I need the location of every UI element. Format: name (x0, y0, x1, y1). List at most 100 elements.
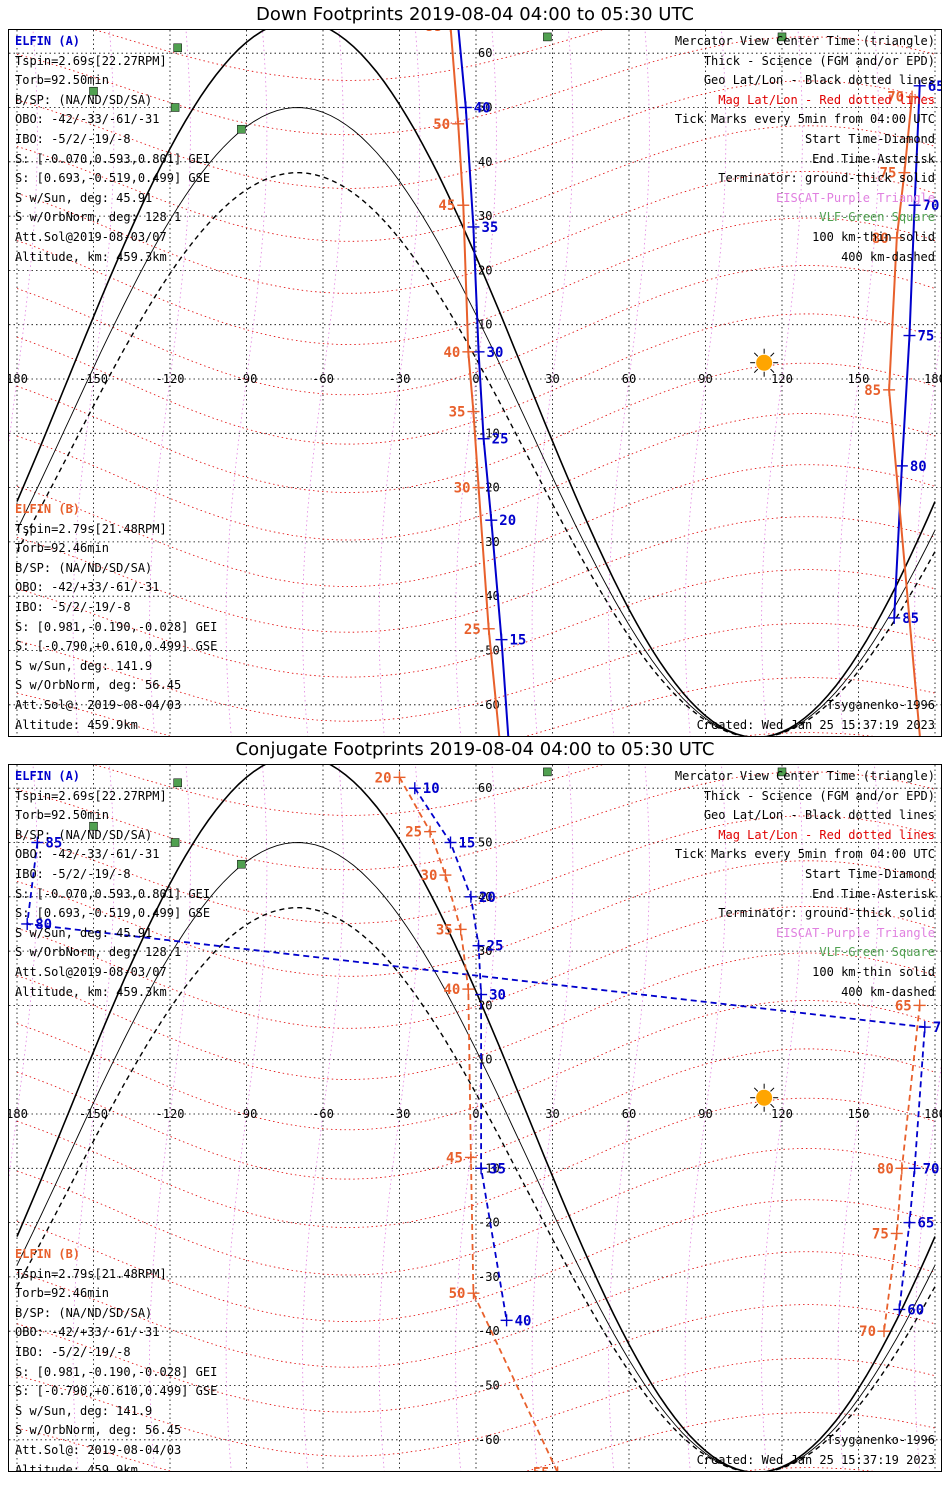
tick-label: 80 (877, 1161, 894, 1177)
mag-lon-line (761, 765, 803, 1471)
legend-item: 400 km-dashed (841, 984, 935, 999)
legend-item: Mag Lat/Lon - Red dotted lines (718, 827, 935, 842)
lat-tick-label: -20 (478, 1216, 500, 1230)
legend-item: Terminator: ground-thick solid (718, 171, 935, 186)
sun-icon (750, 348, 779, 377)
elfin-a-line: Torb=92.50min (15, 808, 109, 823)
mag-lat-line (16, 815, 936, 924)
tick-label: 55 (533, 1465, 550, 1472)
down-footprints-title: Down Footprints 2019-08-04 04:00 to 05:3… (256, 4, 694, 25)
vlf-square-icon (237, 124, 246, 134)
elfin-a-line: Tspin=2.69s[22.27RPM] (15, 788, 167, 803)
lat-tick-label: 10 (478, 318, 492, 332)
tick-label: 30 (487, 345, 504, 361)
down-footprints-map: 180-150-120-90-60-300306090120150180-70-… (8, 29, 942, 737)
footer-right: Tsyganenko-1996 Created: Wed Jan 25 15:3… (697, 696, 935, 735)
tick-label: 85 (45, 836, 62, 852)
elfin-b-trace: 55504540353025207075808510 (426, 30, 921, 736)
elfin-a-line: Altitude, km: 459.3km (15, 249, 167, 264)
terminator (16, 765, 936, 1471)
lon-tick-label: 180 (9, 372, 28, 386)
created-timestamp: Created: Wed Jan 25 15:37:19 2023 (696, 717, 935, 732)
tick-label: 70 (859, 1324, 876, 1340)
lat-tick-label: -60 (478, 1433, 500, 1447)
elfin-b-line: Att.Sol@: 2019-08-04/03 (15, 697, 182, 712)
mag-lat-line (16, 1048, 936, 1180)
mag-lon-line (914, 1064, 941, 1471)
elfin-a-line: S: [-0.070,0.593,0.801] GEI (15, 886, 211, 901)
elfin-a-line: S w/Sun, deg: 45.91 (15, 925, 153, 940)
mag-lat-line (16, 677, 936, 736)
terminator-100km (16, 842, 936, 1471)
sun-ray (770, 1103, 775, 1108)
terminator (16, 30, 936, 736)
elfin-a-line: S: [0.693,-0.519,0.499] GSE (15, 906, 211, 921)
legend-item: 400 km-dashed (841, 249, 935, 264)
lon-tick-label: -60 (312, 372, 334, 386)
tick-label: 35 (449, 405, 466, 421)
conjugate-footprints-title: Conjugate Footprints 2019-08-04 04:00 to… (235, 739, 715, 760)
tick-label: 85 (864, 383, 881, 399)
elfin-b-line: Altitude: 459.9km (15, 1462, 138, 1472)
elfin-b-line: Torb=92.46min (15, 541, 109, 556)
vlf-square-icon (89, 86, 98, 96)
tick-label: 65 (928, 79, 942, 95)
tick-label: 75 (880, 166, 897, 182)
terminator-400km (16, 171, 936, 736)
sun-ray (753, 1087, 759, 1092)
tick-label: 10 (423, 781, 440, 797)
mag-lon-line (455, 30, 497, 736)
legend-item: 100 km-thin solid (812, 964, 935, 979)
tick-label: 30 (421, 868, 438, 884)
elfin-b-name: ELFIN (B) (15, 1247, 81, 1261)
mag-lon-line (149, 30, 191, 736)
terminator-ground (16, 30, 936, 736)
conjugate-footprints-map: 180-150-120-90-60-300306090120150180-70-… (8, 764, 942, 1472)
legend-item: Mercator View Center Time (triangle) (674, 34, 935, 48)
mag-lon-line (914, 329, 941, 736)
tick-label: 70 (923, 198, 940, 214)
mag-lat-line (16, 80, 936, 189)
down-footprints-plot: 180-150-120-90-60-300306090120150180-70-… (9, 30, 942, 736)
mag-lon-line (684, 30, 727, 736)
elfin-b-name: ELFIN (B) (15, 502, 81, 516)
legend-block: Mercator View Center Time (triangle) Thi… (675, 32, 935, 267)
lon-tick-label: -30 (389, 372, 411, 386)
elfin-a-name: ELFIN (A) (15, 769, 81, 783)
elfin-a-line: Torb=92.50min (15, 73, 109, 88)
mag-lon-line (302, 30, 344, 736)
lat-tick-label: -50 (478, 644, 500, 658)
mag-lat-line (16, 125, 936, 242)
tick-label: 75 (918, 329, 935, 345)
elfin-b-line: IBO: -5/2/-19/-8 (15, 1344, 131, 1359)
vlf-square-icon (170, 103, 180, 112)
elfin-b-line: S: [-0.790,+0.610,0.499] GSE (15, 1384, 218, 1399)
footprint-line (398, 776, 558, 1471)
legend-item: Geo Lat/Lon - Black dotted lines (703, 73, 935, 88)
legend-item: EISCAT-Purple Triangle (776, 190, 935, 205)
lon-tick-label: 180 (924, 372, 942, 386)
elfin-a-line: S w/OrbNorm, deg: 128.1 (15, 210, 182, 225)
elfin-a-line: Att.Sol@2019-08-03/07 (15, 229, 167, 244)
tick-label: 70 (923, 1161, 940, 1177)
elfin-b-block: ELFIN (B) Tspin=2.79s[21.48RPM] Torb=92.… (15, 500, 217, 735)
elfin-b-line: Tspin=2.79s[21.48RPM] (15, 521, 167, 536)
tick-label: 40 (443, 345, 460, 361)
mag-lat-line (16, 905, 936, 1029)
mag-lon-line (378, 765, 421, 1471)
terminator-400km (16, 906, 936, 1471)
elfin-a-line: B/SP: (NA/ND/SD/SA) (15, 92, 153, 107)
tick-label: 25 (492, 432, 509, 448)
mag-lon-line (684, 765, 727, 1471)
elfin-a-trace: 45403530252015106570758085 (457, 30, 942, 736)
legend-item: Thick - Science (FGM and/or EPD) (703, 53, 935, 68)
elfin-a-name: ELFIN (A) (15, 34, 81, 48)
lon-tick-label: -90 (236, 1107, 258, 1121)
lon-tick-label: 60 (622, 1107, 636, 1121)
lat-tick-label: 50 (478, 101, 492, 115)
tick-label: 70 (887, 90, 904, 106)
tick-label: 65 (918, 1216, 935, 1232)
tick-label: 45 (446, 1150, 463, 1166)
terminator-ground (16, 765, 936, 1471)
elfin-a-line: S w/Sun, deg: 45.91 (15, 190, 153, 205)
